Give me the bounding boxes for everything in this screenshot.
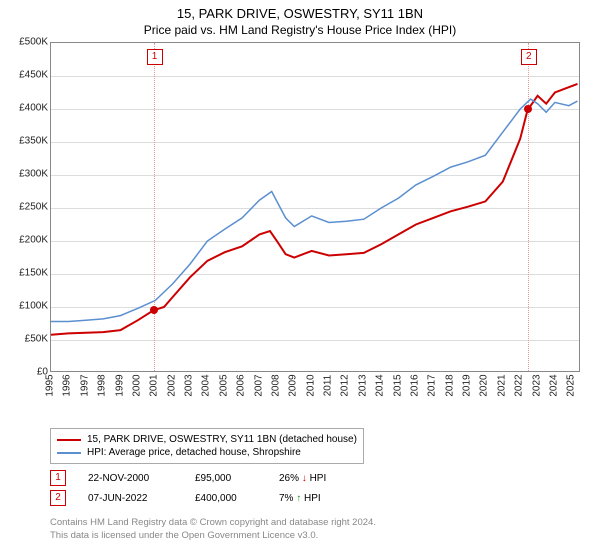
chart-title: 15, PARK DRIVE, OSWESTRY, SY11 1BN [0, 0, 600, 21]
legend-row: 15, PARK DRIVE, OSWESTRY, SY11 1BN (deta… [57, 433, 357, 446]
x-tick: 2021 [496, 374, 507, 396]
x-tick: 2012 [340, 374, 351, 396]
annotation-pct: 26% ↓ HPI [279, 473, 326, 484]
y-tick: £100K [19, 301, 48, 312]
x-tick: 2011 [323, 375, 334, 397]
chart-subtitle: Price paid vs. HM Land Registry's House … [0, 21, 600, 37]
x-tick: 2005 [218, 374, 229, 396]
x-tick: 2025 [566, 374, 577, 396]
series-price_paid [51, 84, 578, 335]
series-hpi [51, 99, 578, 321]
legend-row: HPI: Average price, detached house, Shro… [57, 446, 357, 459]
x-tick: 2000 [131, 374, 142, 396]
x-tick: 2007 [253, 374, 264, 396]
x-tick: 2013 [357, 374, 368, 396]
x-tick: 2008 [270, 374, 281, 396]
annotation-number: 2 [50, 490, 66, 506]
footnote-line-2: This data is licensed under the Open Gov… [50, 529, 376, 542]
x-tick: 2024 [548, 374, 559, 396]
x-tick: 1997 [79, 374, 90, 396]
y-tick: £400K [19, 103, 48, 114]
x-tick: 2022 [514, 374, 525, 396]
x-tick: 2004 [201, 374, 212, 396]
legend-swatch [57, 439, 81, 441]
annotation-row: 2 07-JUN-2022 £400,000 7% ↑ HPI [50, 488, 326, 508]
x-tick: 1998 [97, 374, 108, 396]
x-tick: 2015 [392, 374, 403, 396]
x-tick: 2020 [479, 374, 490, 396]
x-tick: 2010 [305, 374, 316, 396]
x-tick: 2019 [462, 374, 473, 396]
x-axis-ticks: 1995199619971998199920002001200220032004… [50, 372, 580, 422]
y-tick: £350K [19, 136, 48, 147]
x-tick: 1995 [45, 374, 56, 396]
x-tick: 2006 [236, 374, 247, 396]
annotation-date: 22-NOV-2000 [88, 473, 173, 484]
x-tick: 2001 [149, 374, 160, 396]
annotation-number: 1 [50, 470, 66, 486]
y-axis-ticks: £0£50K£100K£150K£200K£250K£300K£350K£400… [0, 42, 50, 372]
y-tick: £500K [19, 37, 48, 48]
y-tick: £150K [19, 268, 48, 279]
x-tick: 2016 [409, 374, 420, 396]
annotation-pct: 7% ↑ HPI [279, 493, 321, 504]
x-tick: 1999 [114, 374, 125, 396]
annotation-price: £95,000 [195, 473, 257, 484]
footnote: Contains HM Land Registry data © Crown c… [50, 516, 376, 543]
x-tick: 1996 [62, 374, 73, 396]
x-tick: 2009 [288, 374, 299, 396]
y-tick: £50K [25, 334, 48, 345]
x-tick: 2014 [375, 374, 386, 396]
legend-swatch [57, 452, 81, 454]
legend-label: HPI: Average price, detached house, Shro… [87, 447, 301, 458]
x-tick: 2017 [427, 374, 438, 396]
annotation-date: 07-JUN-2022 [88, 493, 173, 504]
x-tick: 2023 [531, 374, 542, 396]
annotations-table: 1 22-NOV-2000 £95,000 26% ↓ HPI 2 07-JUN-2022… [50, 468, 326, 508]
y-tick: £200K [19, 235, 48, 246]
footnote-line-1: Contains HM Land Registry data © Crown c… [50, 516, 376, 529]
x-tick: 2002 [166, 374, 177, 396]
y-tick: £250K [19, 202, 48, 213]
chart-container: 15, PARK DRIVE, OSWESTRY, SY11 1BN Price… [0, 0, 600, 560]
legend-label: 15, PARK DRIVE, OSWESTRY, SY11 1BN (deta… [87, 434, 357, 445]
x-tick: 2018 [444, 374, 455, 396]
y-tick: £450K [19, 70, 48, 81]
annotation-row: 1 22-NOV-2000 £95,000 26% ↓ HPI [50, 468, 326, 488]
plot-area: 12 [50, 42, 580, 372]
legend: 15, PARK DRIVE, OSWESTRY, SY11 1BN (deta… [50, 428, 364, 464]
x-tick: 2003 [184, 374, 195, 396]
annotation-price: £400,000 [195, 493, 257, 504]
y-tick: £300K [19, 169, 48, 180]
series-svg [51, 43, 581, 373]
